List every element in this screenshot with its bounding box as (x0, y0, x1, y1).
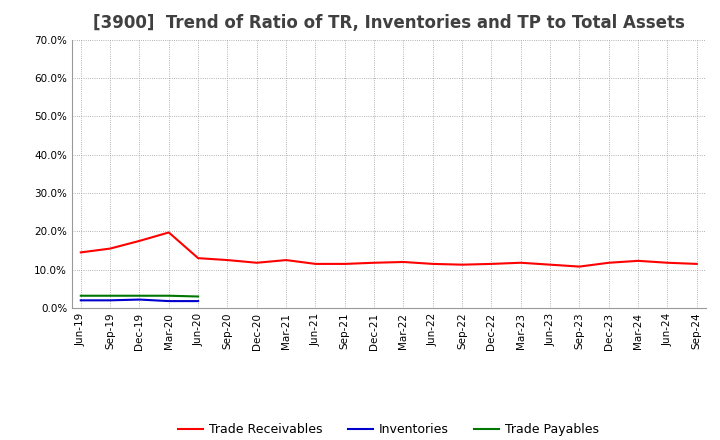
Trade Receivables (693, 261, 701, 267)
Trade Payables (135, 293, 144, 298)
Trade Receivables (341, 261, 349, 267)
Trade Receivables (487, 261, 496, 267)
Inventories (164, 298, 173, 304)
Trade Receivables (634, 258, 642, 264)
Trade Receivables (663, 260, 672, 265)
Trade Receivables (76, 250, 85, 255)
Trade Receivables (575, 264, 584, 269)
Trade Receivables (282, 257, 290, 263)
Inventories (194, 298, 202, 304)
Inventories (135, 297, 144, 302)
Trade Payables (76, 293, 85, 298)
Title: [3900]  Trend of Ratio of TR, Inventories and TP to Total Assets: [3900] Trend of Ratio of TR, Inventories… (93, 15, 685, 33)
Trade Receivables (428, 261, 437, 267)
Trade Receivables (458, 262, 467, 268)
Trade Receivables (164, 230, 173, 235)
Trade Receivables (399, 259, 408, 264)
Inventories (76, 298, 85, 303)
Trade Receivables (516, 260, 525, 265)
Trade Receivables (253, 260, 261, 265)
Trade Receivables (106, 246, 114, 251)
Trade Receivables (546, 262, 554, 268)
Line: Inventories: Inventories (81, 300, 198, 301)
Trade Payables (106, 293, 114, 298)
Line: Trade Payables: Trade Payables (81, 296, 198, 297)
Trade Receivables (223, 257, 232, 263)
Line: Trade Receivables: Trade Receivables (81, 232, 697, 267)
Trade Payables (164, 293, 173, 298)
Trade Receivables (135, 238, 144, 244)
Trade Receivables (370, 260, 379, 265)
Legend: Trade Receivables, Inventories, Trade Payables: Trade Receivables, Inventories, Trade Pa… (174, 418, 604, 440)
Trade Receivables (605, 260, 613, 265)
Inventories (106, 298, 114, 303)
Trade Payables (194, 294, 202, 299)
Trade Receivables (311, 261, 320, 267)
Trade Receivables (194, 256, 202, 261)
